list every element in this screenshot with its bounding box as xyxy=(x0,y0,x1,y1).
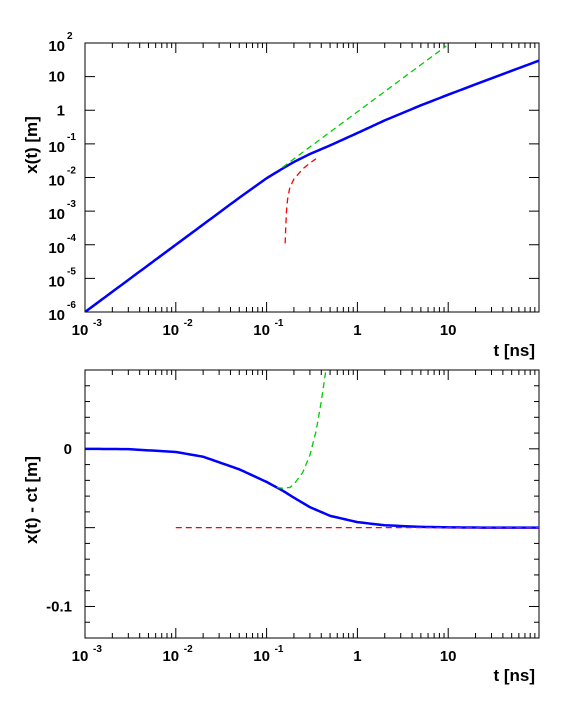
y-tick-exponent: -2 xyxy=(67,166,76,177)
x-tick-label: 10 xyxy=(440,322,457,339)
x-tick-exponent: -1 xyxy=(275,644,284,655)
top-x-minor-ticks xyxy=(111,43,536,312)
bottom-y-axis-label: x(t) - ct [m] xyxy=(22,456,41,544)
y-tick-label: 0 xyxy=(64,441,72,458)
y-tick-exponent: -5 xyxy=(67,266,76,277)
series-line-1 xyxy=(276,370,327,489)
x-tick-exponent: -2 xyxy=(184,644,193,655)
x-tick-exponent: -2 xyxy=(184,318,193,329)
x-tick-label: 1 xyxy=(353,648,361,665)
series-line-0 xyxy=(85,59,539,312)
x-tick-label: 10 xyxy=(72,648,89,665)
y-tick-label: 10 xyxy=(48,38,65,55)
top-series xyxy=(85,45,539,312)
bottom-x-major-ticks xyxy=(84,370,540,638)
bottom-x-minor-ticks xyxy=(111,370,536,638)
y-tick-exponent: -4 xyxy=(67,233,76,244)
y-tick-exponent: -1 xyxy=(67,132,76,143)
top-x-major-ticks xyxy=(84,43,540,312)
x-tick-label: 10 xyxy=(253,322,270,339)
bottom-y-ticks xyxy=(85,369,539,639)
y-tick-label: 10 xyxy=(48,173,65,190)
top-y-ticks xyxy=(85,42,539,313)
x-tick-label: 10 xyxy=(253,648,270,665)
x-tick-exponent: -1 xyxy=(275,318,284,329)
top-panel: 10 -3 10 -2 10 -1 1 10 10210110-110-210-310-410… xyxy=(22,31,540,360)
y-tick-label: 1 xyxy=(57,102,65,119)
bottom-panel: 10 -3 10 -2 10 -1 1 10 0 -0.1 t [ns] x(t) - ct [… xyxy=(22,369,540,685)
top-y-axis-label: x(t) [m] xyxy=(22,116,41,174)
y-tick-exponent: -3 xyxy=(67,199,76,210)
y-tick-label: 10 xyxy=(48,307,65,324)
x-tick-exponent: -3 xyxy=(93,318,102,329)
y-tick-label: 10 xyxy=(48,69,65,86)
bottom-plot-frame xyxy=(84,369,540,639)
y-tick-label: 10 xyxy=(48,139,65,156)
y-tick-label: 10 xyxy=(48,206,65,223)
y-tick-exponent: -6 xyxy=(67,300,76,311)
y-tick-exponent: 2 xyxy=(67,31,73,42)
top-x-axis-label: t [ns] xyxy=(493,341,535,360)
top-x-tick-labels: 10 -3 10 -2 10 -1 1 10 xyxy=(72,318,457,339)
bottom-x-tick-labels: 10 -3 10 -2 10 -1 1 10 xyxy=(72,644,457,665)
bottom-y-tick-labels: 0 -0.1 xyxy=(46,441,72,616)
x-tick-exponent: -3 xyxy=(93,644,102,655)
series-line-0 xyxy=(85,447,539,529)
y-tick-label: 10 xyxy=(48,273,65,290)
x-tick-label: 10 xyxy=(162,648,179,665)
y-tick-label: 10 xyxy=(48,240,65,257)
series-line-1 xyxy=(282,45,447,168)
bottom-x-axis-label: t [ns] xyxy=(493,666,535,685)
bottom-series xyxy=(85,370,539,529)
x-tick-label: 10 xyxy=(440,648,457,665)
x-tick-label: 10 xyxy=(72,322,89,339)
y-tick-label: -0.1 xyxy=(46,598,72,615)
x-tick-label: 10 xyxy=(162,322,179,339)
x-tick-label: 1 xyxy=(353,322,361,339)
series-line-2 xyxy=(284,158,317,244)
